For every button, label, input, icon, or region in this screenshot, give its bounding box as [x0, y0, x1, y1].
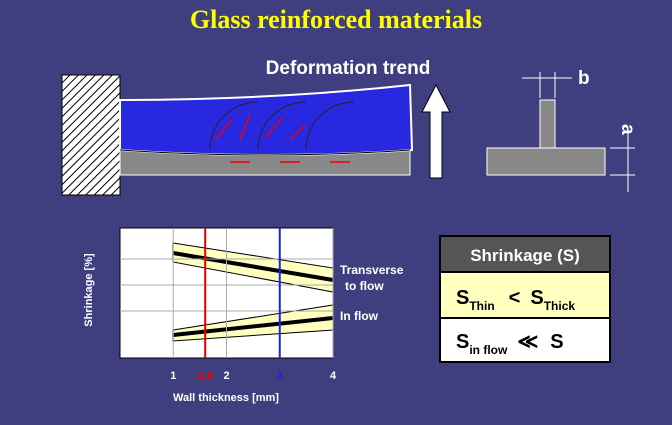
- y-axis-label: Shrinkage [%]: [83, 253, 95, 327]
- deformation-label: Deformation trend: [266, 58, 431, 79]
- dimension-b: b: [578, 68, 590, 89]
- title: Glass reinforced materials: [190, 5, 482, 34]
- table-header: Shrinkage (S): [470, 246, 580, 265]
- table-cell: Sin flow ≪ S: [456, 331, 564, 357]
- curve-label: In flow: [340, 309, 379, 323]
- curve-label: to flow: [345, 279, 384, 293]
- x-tick-label: 1.6: [198, 370, 213, 382]
- x-tick-label: 1: [170, 370, 176, 382]
- t-section: b a: [486, 68, 638, 192]
- x-tick-label: 4: [330, 370, 337, 382]
- table-cell: SThin < SThick: [456, 287, 575, 313]
- dimension-a: a: [617, 124, 638, 135]
- beam-diagram: Deformation trend: [61, 58, 451, 196]
- x-tick-label: 2: [223, 370, 229, 382]
- x-tick-label: 3: [277, 370, 283, 382]
- x-axis-label: Wall thickness [mm]: [173, 392, 279, 404]
- curve-label: Transverse: [340, 263, 404, 277]
- shrinkage-table: Shrinkage (S) SThin < SThick Sin flow ≪ S: [439, 235, 611, 363]
- chart: Shrinkage [%] Wall thickness [mm] Transv…: [83, 227, 404, 404]
